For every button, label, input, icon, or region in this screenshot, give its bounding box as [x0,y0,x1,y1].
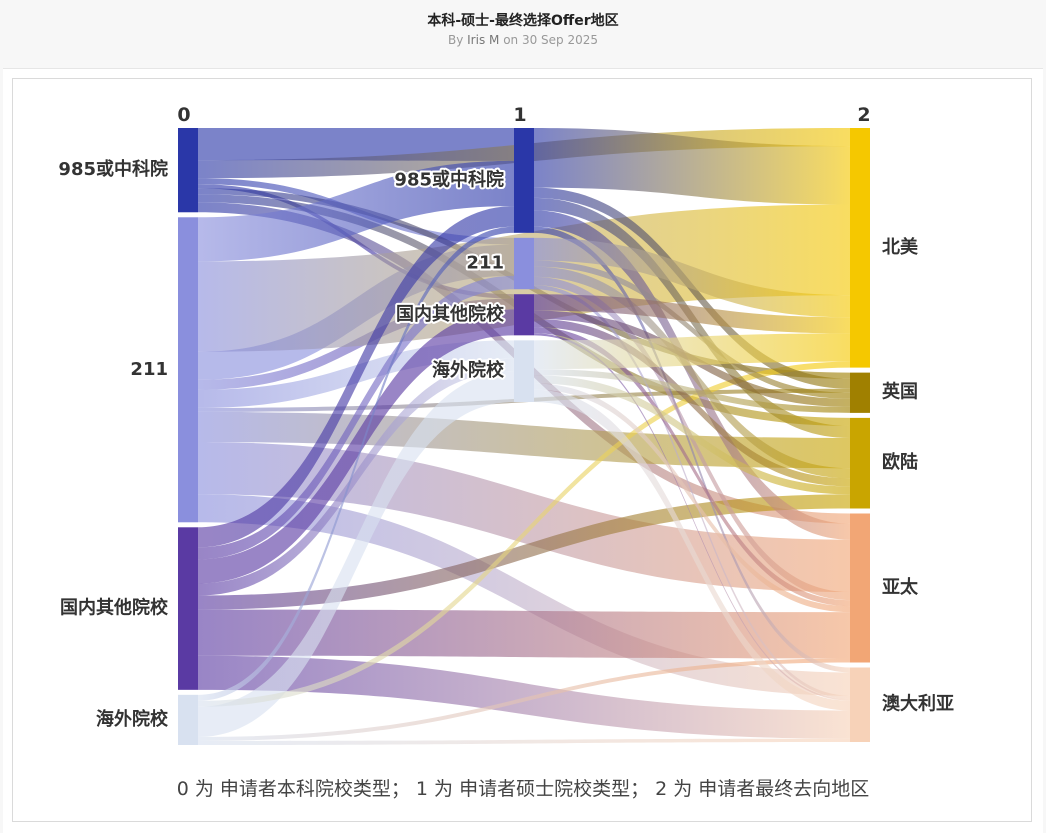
sankey-link-m985-dau[interactable] [534,226,850,673]
node-label-dau: 澳大利亚 [882,693,954,715]
sankey-node-uother[interactable] [178,527,198,690]
sankey-link-m211-dau[interactable] [534,285,850,699]
chart-frame [12,78,1032,822]
sankey-link-moverseas-dna[interactable] [534,333,850,370]
sankey-link-uother-dau[interactable] [198,655,850,739]
node-label-moverseas: 海外院校 [432,359,505,381]
sankey-node-moverseas[interactable] [514,340,534,402]
chart-header: 本科-硕士-最终选择Offer地区 By Iris M on 30 Sep 20… [0,0,1046,66]
sankey-link-uoverseas-m985[interactable] [198,226,514,701]
sankey-link-m211-duk[interactable] [534,260,850,399]
sankey-link-moverseas-deu[interactable] [534,375,850,495]
node-label-u211: 211 [130,359,168,380]
sankey-node-dau[interactable] [850,667,870,742]
sankey-node-m985[interactable] [514,128,534,233]
sankey-link-uoverseas-moverseas[interactable] [198,371,514,737]
publish-date: on 30 Sep 2025 [503,33,599,47]
sankey-node-dap[interactable] [850,513,870,663]
sankey-node-m211[interactable] [514,237,534,290]
sankey-node-u985[interactable] [178,128,198,213]
node-label-dna: 北美 [882,236,918,258]
sankey-node-deu[interactable] [850,417,870,509]
sankey-link-mother-dap[interactable] [534,327,850,607]
sankey-node-mother[interactable] [514,294,534,336]
sankey-link-m985-dna[interactable] [534,128,850,205]
node-label-u985: 985或中科院 [58,158,168,180]
sankey-link-u211-dau[interactable] [198,494,850,696]
sankey-link-m211-dna[interactable] [534,237,850,318]
sankey-link-uother-m211[interactable] [198,275,514,560]
author-link[interactable]: Iris M [467,33,500,47]
node-label-dap: 亚太 [882,576,919,598]
sankey-link-moverseas-dap[interactable] [534,383,850,613]
sankey-link-u211-deu[interactable] [198,411,850,469]
sankey-nodes [178,128,870,745]
sankey-link-uoverseas-dna[interactable] [198,361,850,707]
sankey-node-u211[interactable] [178,217,198,523]
node-label-m211: 211 [466,253,504,274]
sankey-link-m211-deu[interactable] [534,266,850,479]
node-label-uoverseas: 海外院校 [96,708,169,730]
sankey-link-uother-m985[interactable] [198,206,514,548]
sankey-link-u211-dap[interactable] [198,442,850,593]
sankey-link-uother-dap[interactable] [198,609,850,659]
sankey-link-uoverseas-dap[interactable] [198,658,850,741]
sankey-node-duk[interactable] [850,372,870,413]
sankey-link-moverseas-duk[interactable] [534,369,850,413]
column-header-1: 1 [513,104,526,126]
node-label-duk: 英国 [881,381,918,403]
sankey-labels: 985或中科院211国内其他院校海外院校985或中科院211国内其他院校海外院校… [58,104,954,730]
sankey-link-mother-dna[interactable] [534,294,850,334]
column-header-2: 2 [857,104,870,126]
byline: By Iris M on 30 Sep 2025 [0,33,1046,47]
sankey-link-uother-deu[interactable] [198,494,850,610]
sankey-node-dna[interactable] [850,128,870,368]
sankey-node-uoverseas[interactable] [178,694,198,745]
sankey-link-uother-moverseas[interactable] [198,358,514,596]
sankey-link-u211-m985[interactable] [198,160,514,262]
chart-footnote: 0 为 申请者本科院校类型； 1 为 申请者硕士院校类型； 2 为 申请者最终去… [176,778,870,800]
sankey-link-uother-mother[interactable] [198,309,514,584]
node-label-deu: 欧陆 [882,451,918,473]
column-header-0: 0 [177,104,190,126]
sankey-link-mother-deu[interactable] [534,318,850,487]
chart-title: 本科-硕士-最终选择Offer地区 [427,13,619,29]
sankey-link-uoverseas-dau[interactable] [198,738,850,745]
sankey-link-moverseas-dau[interactable] [534,389,850,711]
node-label-m985: 985或中科院 [394,168,504,190]
node-label-uother: 国内其他院校 [60,597,169,619]
byline-prefix: By [447,33,464,47]
node-label-mother: 国内其他院校 [396,303,505,325]
sankey-link-mother-dau[interactable] [534,333,850,701]
